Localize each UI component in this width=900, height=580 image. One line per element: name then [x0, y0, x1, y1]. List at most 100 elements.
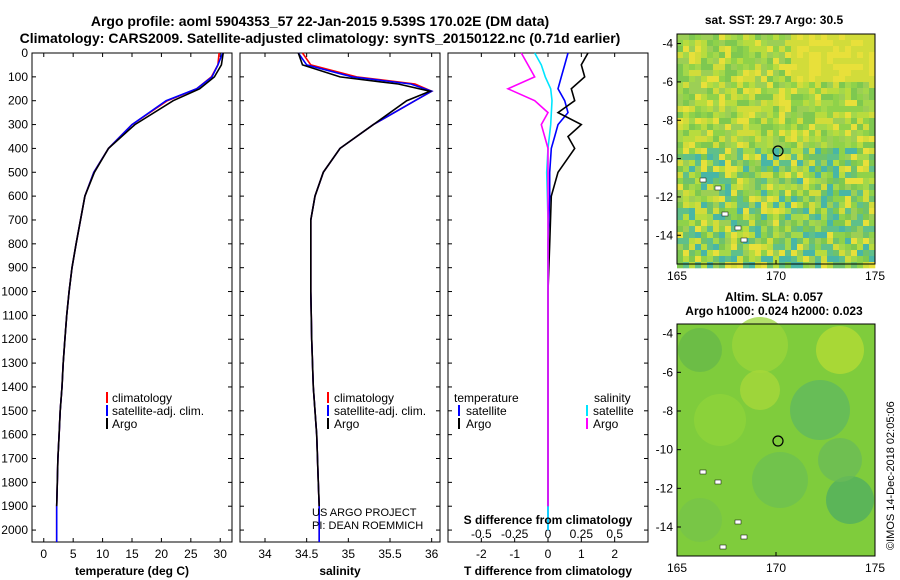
sst-pixel — [731, 178, 738, 185]
sst-pixel — [725, 88, 732, 95]
sst-pixel — [809, 142, 816, 149]
sst-pixel — [743, 124, 750, 131]
sst-pixel — [833, 238, 840, 245]
sst-pixel — [809, 130, 816, 137]
map-y-tick-label: -8 — [662, 404, 673, 418]
sst-pixel — [755, 250, 762, 257]
sst-pixel — [827, 46, 834, 53]
sst-pixel — [737, 64, 744, 71]
sst-pixel — [791, 262, 798, 269]
sst-pixel — [773, 148, 780, 155]
sst-pixel — [725, 190, 732, 197]
sst-pixel — [797, 70, 804, 77]
sst-pixel — [773, 238, 780, 245]
sst-pixel — [779, 262, 786, 269]
x-tick-label: 20 — [155, 547, 169, 561]
sst-pixel — [743, 106, 750, 113]
sst-pixel — [731, 136, 738, 143]
sst-pixel — [683, 142, 690, 149]
sst-pixel — [707, 88, 714, 95]
sst-pixel — [809, 190, 816, 197]
series-line-climatology — [301, 52, 434, 542]
sst-pixel — [761, 238, 768, 245]
sst-pixel — [845, 124, 852, 131]
sst-pixel — [725, 214, 732, 221]
sst-pixel — [773, 112, 780, 119]
sst-pixel — [869, 124, 876, 131]
sst-pixel — [767, 208, 774, 215]
x-tick-label: 0 — [40, 547, 47, 561]
sst-pixel — [719, 154, 726, 161]
sst-pixel — [827, 148, 834, 155]
sst-pixel — [851, 118, 858, 125]
sst-pixel — [755, 184, 762, 191]
sst-pixel — [815, 202, 822, 209]
sst-pixel — [695, 106, 702, 113]
sst-pixel — [815, 118, 822, 125]
sst-pixel — [743, 214, 750, 221]
sst-pixel — [713, 88, 720, 95]
sst-pixel — [857, 202, 864, 209]
sst-pixel — [761, 160, 768, 167]
sst-pixel — [815, 160, 822, 167]
sst-pixel — [743, 142, 750, 149]
sst-pixel — [803, 40, 810, 47]
sst-pixel — [857, 196, 864, 203]
sst-pixel — [863, 202, 870, 209]
sst-pixel — [785, 172, 792, 179]
sst-pixel — [869, 196, 876, 203]
sst-pixel — [803, 58, 810, 65]
sst-pixel — [845, 184, 852, 191]
sst-pixel — [845, 58, 852, 65]
sst-pixel — [719, 232, 726, 239]
map-x-tick-label: 175 — [865, 269, 885, 283]
sst-pixel — [857, 190, 864, 197]
sst-pixel — [767, 196, 774, 203]
sst-pixel — [695, 232, 702, 239]
sst-pixel — [725, 64, 732, 71]
sst-pixel — [731, 94, 738, 101]
sst-pixel — [815, 250, 822, 257]
sst-pixel — [797, 118, 804, 125]
sst-pixel — [731, 148, 738, 155]
temperature-x-axis: 0 5 10 15 20 25 30 — [40, 53, 227, 561]
sst-pixel — [683, 244, 690, 251]
sst-pixel — [785, 184, 792, 191]
sst-pixel — [797, 112, 804, 119]
sst-pixel — [857, 64, 864, 71]
sst-pixel — [869, 184, 876, 191]
sst-pixel — [761, 202, 768, 209]
sst-pixel — [839, 100, 846, 107]
sst-pixel — [815, 112, 822, 119]
sst-pixel — [845, 220, 852, 227]
sst-pixel — [851, 178, 858, 185]
sst-pixel — [809, 256, 816, 263]
sst-pixel — [761, 46, 768, 53]
sst-pixel — [701, 214, 708, 221]
depth-tick-label: 1800 — [1, 475, 28, 489]
sst-pixel — [743, 82, 750, 89]
sst-pixel — [839, 178, 846, 185]
sst-pixel — [755, 244, 762, 251]
sst-pixel — [677, 250, 684, 257]
sst-pixel — [695, 226, 702, 233]
sst-pixel — [821, 148, 828, 155]
sst-pixel — [749, 40, 756, 47]
sst-pixel — [851, 70, 858, 77]
sst-pixel — [755, 208, 762, 215]
sst-pixel — [773, 124, 780, 131]
sst-pixel — [749, 148, 756, 155]
sst-pixel — [707, 244, 714, 251]
sst-pixel — [851, 112, 858, 119]
sst-pixel — [803, 238, 810, 245]
sst-pixel — [815, 106, 822, 113]
sst-pixel — [701, 124, 708, 131]
sst-pixel — [683, 154, 690, 161]
s-tick-label: 0 — [545, 527, 552, 541]
sst-pixel — [821, 226, 828, 233]
sst-pixel — [869, 250, 876, 257]
sst-pixel — [821, 40, 828, 47]
sst-pixel — [743, 232, 750, 239]
sst-pixel — [773, 130, 780, 137]
sst-pixel — [833, 64, 840, 71]
